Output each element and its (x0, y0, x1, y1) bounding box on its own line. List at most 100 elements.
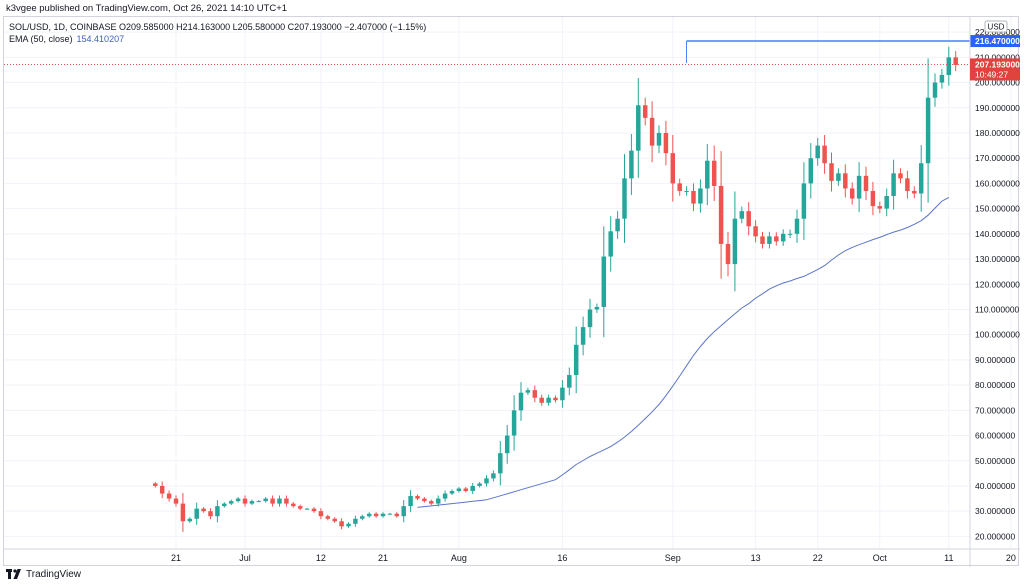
candle-body (836, 173, 841, 181)
horizontal-line-badge[interactable]: 216.470000 (970, 35, 1020, 48)
candle (663, 120, 669, 166)
candle (380, 512, 386, 518)
candle-body (291, 503, 296, 507)
candle-body (435, 498, 441, 504)
candle (408, 490, 413, 513)
candle-body (560, 387, 565, 401)
y-tick-label: 150.000000 (975, 204, 1020, 214)
candle (705, 144, 710, 206)
candle-body (353, 518, 358, 524)
candle (760, 231, 765, 249)
candle (739, 206, 745, 224)
candle (373, 512, 379, 518)
candle (939, 68, 945, 89)
candle (270, 495, 275, 507)
horizontal-level-line[interactable]: 216.470000 (686, 35, 1020, 64)
x-tick-label: Sep (665, 553, 681, 563)
y-tick-label: 190.000000 (975, 103, 1020, 113)
candle (215, 500, 220, 523)
candle-body (753, 226, 758, 237)
y-tick-label: 80.000000 (975, 380, 1015, 390)
y-tick-label: 130.000000 (975, 254, 1020, 264)
candle (332, 517, 337, 523)
candle-body (511, 410, 517, 436)
candle (849, 182, 855, 205)
candle-body (856, 175, 862, 199)
candle-body (601, 256, 607, 307)
candle (401, 500, 406, 523)
candle-body (787, 233, 793, 235)
candlestick-chart[interactable]: 216.470000 20.000000 30.000000 40.000000 50… (4, 17, 1020, 567)
candle (318, 508, 324, 520)
y-tick-label: 40.000000 (975, 481, 1015, 491)
y-tick-label: 170.000000 (975, 153, 1020, 163)
candle-body (642, 105, 648, 118)
ema-legend: EMA (50, close) 154.410207 (9, 34, 124, 44)
candle (339, 518, 344, 530)
candle-body (946, 57, 952, 75)
candle (567, 367, 572, 396)
candle-body (767, 236, 772, 244)
candle (297, 504, 303, 511)
candle (891, 159, 896, 210)
candle (429, 499, 434, 506)
candle-body (215, 506, 220, 517)
candle-body (422, 498, 427, 502)
candle-body (670, 153, 676, 184)
candle-body (843, 173, 848, 189)
candle-body (187, 518, 193, 522)
candle (649, 101, 655, 163)
candle-body (822, 145, 827, 164)
y-tick-label: 100.000000 (975, 330, 1020, 340)
candle-body (270, 498, 275, 504)
y-tick-label: 110.000000 (975, 304, 1020, 314)
candle-body (780, 233, 786, 242)
candle-body (173, 498, 179, 504)
footer-brand[interactable]: TradingView (6, 569, 81, 580)
candle-body (332, 518, 337, 522)
candle (898, 168, 903, 184)
candle-body (415, 496, 420, 499)
y-tick-label: 180.000000 (975, 128, 1020, 138)
candle-body (705, 160, 710, 189)
candle-body (918, 163, 924, 194)
candle (753, 220, 758, 243)
candle (698, 179, 703, 213)
candle-body (953, 57, 958, 65)
x-tick-label: 21 (378, 553, 388, 563)
candle-body (829, 163, 834, 181)
candle-body (718, 185, 724, 244)
ema-legend-label: EMA (50, close) (9, 34, 73, 44)
candle-body (249, 501, 255, 504)
candle (656, 125, 662, 154)
candle (208, 508, 213, 520)
currency-label: USD (988, 23, 1005, 32)
candle-body (905, 178, 910, 191)
candle (477, 481, 482, 488)
chart-pane[interactable]: 216.470000 20.000000 30.000000 40.000000 50… (3, 16, 1020, 567)
candle (470, 482, 475, 495)
candle (732, 191, 738, 292)
candle-body (194, 508, 199, 519)
candle-body (380, 513, 386, 517)
candle-body (898, 173, 903, 179)
candle (525, 387, 531, 396)
candle-body (863, 175, 869, 191)
candle-body (235, 498, 241, 502)
y-tick-label: 160.000000 (975, 178, 1020, 188)
candle-body (539, 397, 544, 403)
candle (449, 489, 455, 496)
y-tick-label: 60.000000 (975, 431, 1015, 441)
candle-body (429, 501, 434, 504)
candle (291, 502, 296, 508)
candle (491, 470, 496, 482)
candle-body (297, 506, 303, 509)
candle (836, 168, 841, 186)
candle-body (691, 190, 696, 204)
candle (580, 316, 586, 356)
currency-badge[interactable]: USD (984, 20, 1008, 33)
y-tick-label: 200.000000 (975, 78, 1020, 88)
candle-body (256, 501, 262, 503)
candle (877, 201, 883, 214)
